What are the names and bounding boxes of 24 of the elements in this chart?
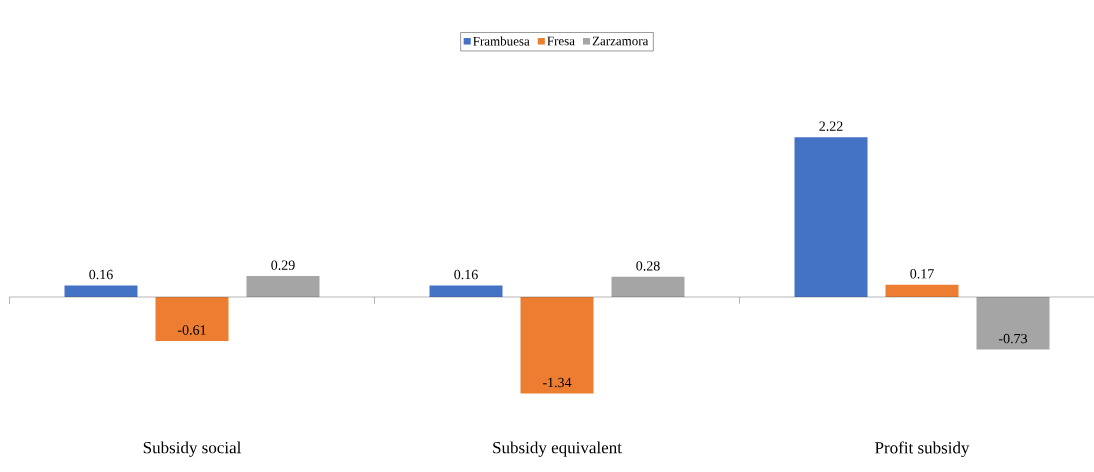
data-label: 0.16 bbox=[454, 269, 478, 280]
legend-label: Zarzamora bbox=[592, 36, 649, 46]
bar bbox=[885, 284, 959, 297]
data-label: -1.34 bbox=[542, 377, 572, 388]
bar bbox=[429, 285, 503, 297]
bar bbox=[155, 297, 229, 341]
bar bbox=[246, 276, 320, 297]
data-label: 0.29 bbox=[271, 260, 295, 270]
x-tick-label: Subsidy social bbox=[143, 441, 242, 457]
x-tick-label: Profit subsidy bbox=[875, 441, 970, 458]
bar bbox=[794, 137, 868, 297]
bar bbox=[520, 297, 594, 394]
legend-label: Fresa bbox=[547, 36, 575, 46]
legend-label: Frambuesa bbox=[473, 36, 530, 46]
data-label: 0.16 bbox=[89, 269, 113, 280]
data-label: 0.17 bbox=[910, 269, 934, 279]
bar bbox=[611, 276, 685, 297]
x-tick-label: Subsidy equivalent bbox=[493, 441, 622, 457]
data-label: -0.73 bbox=[998, 333, 1028, 344]
data-label: 0.28 bbox=[636, 261, 660, 271]
data-label: -0.61 bbox=[177, 325, 206, 335]
bar bbox=[976, 297, 1050, 350]
bar bbox=[64, 285, 138, 297]
data-label: 2.22 bbox=[819, 121, 843, 131]
